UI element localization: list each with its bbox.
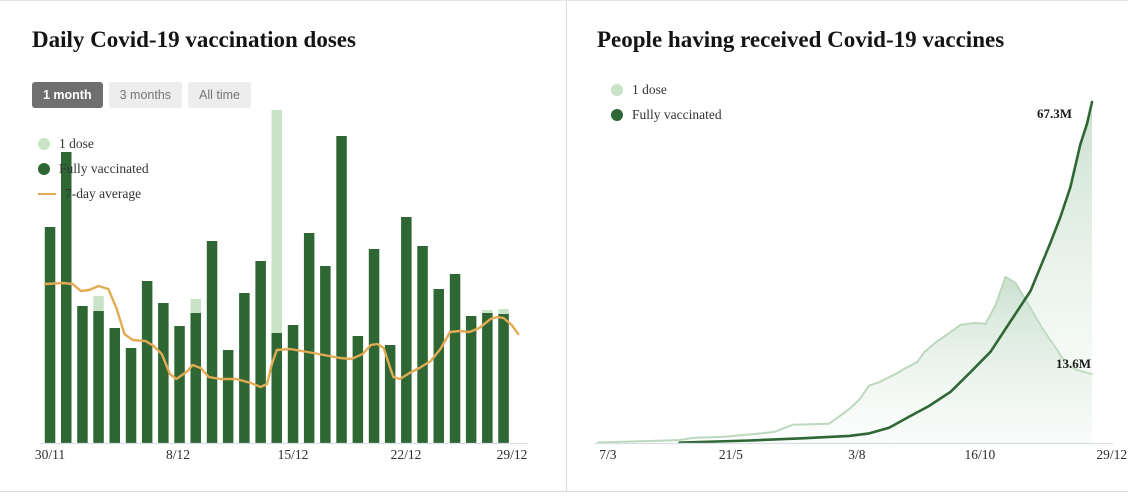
1-dose-swatch-icon xyxy=(611,83,623,96)
legend-label: 7-day average xyxy=(65,185,142,201)
cumulative-chart: 7/3 21/5 3/8 16/10 29/12 67.3M 13.6M xyxy=(595,100,1127,462)
legend-label: 1 dose xyxy=(59,135,94,151)
bar-fully-vaccinated xyxy=(158,303,169,443)
bar-fully-vaccinated xyxy=(190,313,201,443)
bar-fully-vaccinated xyxy=(417,246,428,443)
bar-fully-vaccinated xyxy=(271,333,282,443)
daily-doses-panel: Daily Covid-19 vaccination doses 1 month… xyxy=(0,1,566,491)
bar-fully-vaccinated xyxy=(465,316,477,443)
bar-fully-vaccinated xyxy=(239,293,250,443)
bar-fully-vaccinated xyxy=(174,326,185,443)
bar-fully-vaccinated xyxy=(368,249,380,443)
legend-label: 1 dose xyxy=(632,81,667,97)
cumulative-legend: 1 dose Fully vaccinated xyxy=(611,81,722,123)
x-axis-tick-label: 8/12 xyxy=(166,447,190,462)
x-axis-tick-label: 22/12 xyxy=(391,447,422,462)
time-filter-group: 1 month 3 months All time xyxy=(32,82,252,108)
bar-fully-vaccinated xyxy=(384,345,396,443)
filter-3-months[interactable]: 3 months xyxy=(108,82,183,108)
bar-fully-vaccinated xyxy=(77,306,88,443)
legend-label: Fully vaccinated xyxy=(59,160,149,176)
cumulative-panel: People having received Covid-19 vaccines… xyxy=(567,1,1128,491)
filter-all-time[interactable]: All time xyxy=(188,82,252,108)
x-axis-tick-label: 29/12 xyxy=(1096,447,1127,462)
x-axis-tick-label: 21/5 xyxy=(719,447,743,462)
daily-doses-legend: 1 dose Fully vaccinated 7-day average xyxy=(38,135,149,202)
legend-item-1-dose: 1 dose xyxy=(611,81,722,98)
bar-fully-vaccinated xyxy=(109,328,120,443)
bar-fully-vaccinated xyxy=(61,152,72,443)
end-label-1-dose: 13.6M xyxy=(1056,356,1091,371)
legend-item-1-dose: 1 dose xyxy=(38,135,149,152)
fully-vaccinated-swatch-icon xyxy=(611,108,623,121)
fully-vaccinated-swatch-icon xyxy=(38,162,50,175)
bar-fully-vaccinated xyxy=(401,217,412,443)
7-day-average-swatch-icon xyxy=(38,192,56,195)
bar-fully-vaccinated xyxy=(141,281,153,443)
x-axis-tick-label: 29/12 xyxy=(497,447,528,462)
x-axis-tick-label: 3/8 xyxy=(848,447,866,462)
bar-fully-vaccinated xyxy=(206,241,218,443)
x-axis-tick-label: 7/3 xyxy=(599,447,617,462)
bar-fully-vaccinated xyxy=(125,348,137,443)
bar-fully-vaccinated xyxy=(255,261,266,443)
bar-1-dose xyxy=(271,110,282,443)
1-dose-swatch-icon xyxy=(38,137,50,150)
panel-divider xyxy=(566,1,567,491)
bar-fully-vaccinated xyxy=(482,313,493,443)
bar-fully-vaccinated xyxy=(352,336,364,443)
x-axis-tick-label: 15/12 xyxy=(278,447,309,462)
bar-fully-vaccinated xyxy=(222,350,234,443)
x-axis-tick-label: 30/11 xyxy=(35,447,65,462)
7-day-average-line xyxy=(43,281,520,389)
bar-fully-vaccinated xyxy=(93,311,104,443)
fully-vaccinated-line xyxy=(678,100,1094,444)
bar-fully-vaccinated xyxy=(287,325,299,443)
bar-fully-vaccinated xyxy=(433,289,444,443)
daily-doses-title: Daily Covid-19 vaccination doses xyxy=(32,27,356,52)
filter-1-month[interactable]: 1 month xyxy=(32,82,103,108)
bar-fully-vaccinated xyxy=(449,274,461,443)
end-label-fully-vaccinated: 67.3M xyxy=(1037,106,1072,121)
bar-fully-vaccinated xyxy=(498,314,509,443)
legend-item-7-day-average: 7-day average xyxy=(38,185,149,202)
bar-fully-vaccinated xyxy=(303,233,315,443)
daily-doses-chart: 30/11 8/12 15/12 22/12 29/12 xyxy=(35,110,528,462)
x-axis-tick-label: 16/10 xyxy=(965,447,996,462)
legend-item-fully-vaccinated: Fully vaccinated xyxy=(611,106,722,123)
legend-item-fully-vaccinated: Fully vaccinated xyxy=(38,160,149,177)
fully-vaccinated-area xyxy=(679,102,1092,443)
bar-fully-vaccinated xyxy=(336,136,347,443)
legend-label: Fully vaccinated xyxy=(632,106,722,122)
bottom-border xyxy=(0,491,1128,492)
cumulative-title: People having received Covid-19 vaccines xyxy=(597,27,1005,52)
bar-fully-vaccinated xyxy=(44,227,56,443)
